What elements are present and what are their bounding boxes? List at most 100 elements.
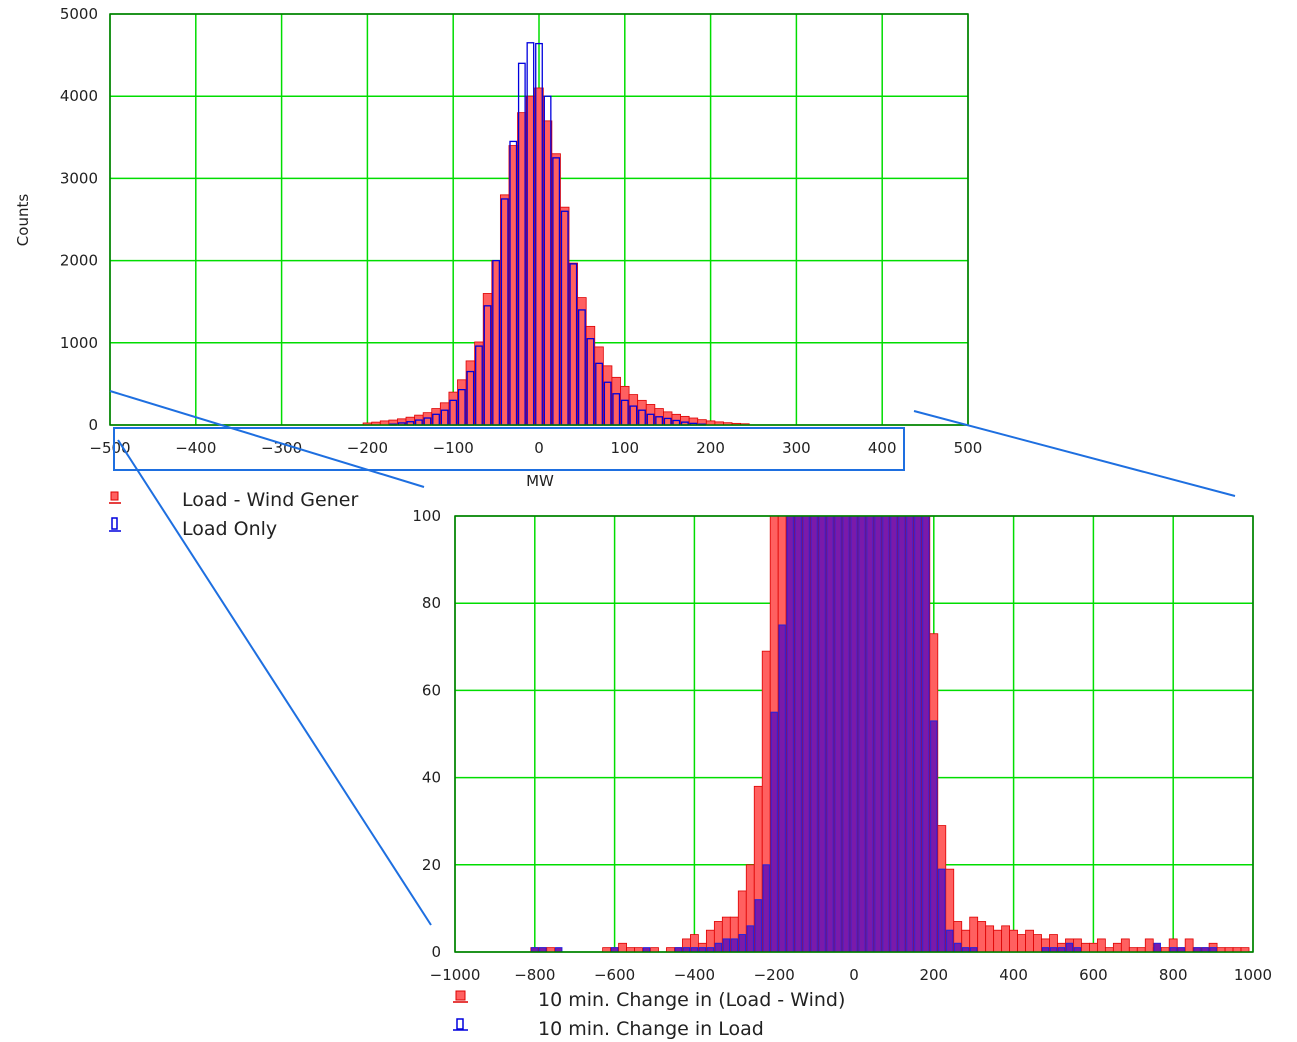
top-legend: Load - Wind Gener Load Only [109,489,358,540]
histogram-bar-series-1 [1033,934,1042,953]
histogram-bar-series-2 [898,515,906,953]
y-tick-label: 0 [431,943,441,961]
histogram-bar-series-2 [1153,942,1161,953]
x-tick-label: 300 [782,439,811,457]
legend-swatch-load-wind [109,491,121,504]
x-tick-label: −200 [754,966,795,984]
x-tick-label: 200 [919,966,948,984]
histogram-bar-series-2 [802,515,810,953]
histogram-bar-series-2 [794,515,802,953]
x-tick-label: 200 [696,439,725,457]
zoom-connector-left-top [109,390,425,488]
legend-swatch-change-load-wind [453,990,468,1003]
top-plot-frame [109,13,969,426]
histogram-bar-series-2 [1065,942,1074,953]
top-y-ticks: 0 1000 2000 3000 4000 5000 [60,5,98,434]
histogram-bar-series-1 [993,929,1003,953]
x-tick-label: −400 [674,966,715,984]
histogram-bar-series-1 [969,916,979,953]
zoom-connector-right [913,410,1236,497]
y-tick-label: 20 [422,856,441,874]
zoom-region-box [113,427,905,471]
y-tick-label: 4000 [60,87,98,105]
histogram-bar-series-1 [1184,938,1194,953]
histogram-bar-series-2 [738,934,746,953]
x-tick-label: −600 [594,966,635,984]
x-tick-label: 800 [1159,966,1188,984]
x-tick-label: −300 [261,439,302,457]
histogram-bar-series-1 [618,942,627,953]
histogram-bar-series-1 [1089,942,1098,953]
histogram-bar-series-1 [1025,929,1034,953]
y-tick-label: 0 [88,416,98,434]
y-tick-label: 1000 [60,334,98,352]
x-tick-label: −800 [514,966,555,984]
histogram-bar-series-2 [778,624,786,953]
x-tick-label: 100 [610,439,639,457]
bottom-bars [530,515,1250,953]
zoom-connector-left-bottom [117,439,432,926]
histogram-bar-series-2 [882,515,890,953]
histogram-bar-series-2 [786,515,794,953]
x-tick-label: −1000 [430,966,481,984]
y-tick-label: 60 [422,681,441,699]
histogram-bar-series-1 [985,925,995,953]
bottom-legend-label-1: 10 min. Change in (Load - Wind) [538,989,845,1011]
histogram-bar-series-2 [890,515,898,953]
histogram-bar-series-2 [762,864,770,953]
histogram-bar-series-2 [954,942,962,953]
histogram-bar-series-2 [714,942,723,953]
histogram-bar-series-2 [930,720,938,953]
histogram-bar-series-2 [722,938,731,953]
histogram-bar-series-2 [746,925,754,953]
top-x-axis-label: MW [526,472,554,490]
histogram-bar-series-1 [1001,925,1011,953]
legend-swatch-change-load [453,1018,468,1031]
histogram-bar-series-2 [810,515,818,953]
bottom-histogram: −1000 −800 −600 −400 −200 0 200 400 600 800 1000 0… [412,507,1272,1040]
y-tick-label: 40 [422,769,441,787]
histogram-bar-series-2 [914,515,922,953]
bottom-x-ticks: −1000 −800 −600 −400 −200 0 200 400 600 800 1000 [430,966,1272,984]
legend-swatch-load-only [109,517,121,532]
histogram-bar-series-1 [1096,938,1106,953]
x-tick-label: 400 [868,439,897,457]
histogram-bar-series-1 [1144,938,1154,953]
top-y-axis-label: Counts [14,194,32,247]
x-tick-label: −200 [347,439,388,457]
y-tick-label: 80 [422,594,441,612]
x-tick-label: 1000 [1234,966,1272,984]
top-bars [362,42,750,426]
x-tick-label: −100 [433,439,474,457]
histogram-bar-series-2 [922,515,930,953]
histogram-bar-series-1 [977,921,987,953]
top-histogram: −500 −400 −300 −200 −100 0 100 200 300 400 500 0 10… [14,5,982,540]
histogram-bar-series-2 [770,711,778,953]
zoom-annotation [109,390,1236,926]
x-tick-label: −400 [175,439,216,457]
x-tick-label: 0 [849,966,859,984]
histogram-bar-series-1 [1009,929,1018,953]
histogram-bar-series-2 [866,515,874,953]
x-tick-label: 0 [534,439,544,457]
x-tick-label: −500 [89,439,130,457]
histogram-bar-series-2 [818,515,826,953]
histogram-bar-series-2 [754,899,762,953]
histogram-bar-series-2 [850,515,858,953]
y-tick-label: 3000 [60,169,98,187]
histogram-bar-series-1 [1112,942,1122,953]
y-tick-label: 2000 [60,252,98,270]
top-legend-label-1: Load - Wind Gener [182,489,358,511]
top-legend-label-2: Load Only [182,518,277,540]
histogram-bar-series-2 [858,515,866,953]
bottom-legend: 10 min. Change in (Load - Wind) 10 min. … [453,989,845,1040]
bottom-y-ticks: 0 20 40 60 80 100 [412,507,441,961]
histogram-bar-series-2 [946,929,954,953]
x-tick-label: 400 [999,966,1028,984]
bottom-legend-label-2: 10 min. Change in Load [538,1018,764,1040]
histogram-bar-series-2 [938,868,946,953]
y-tick-label: 100 [412,507,441,525]
bottom-plot-frame [454,515,1254,953]
histogram-bar-series-2 [826,515,834,953]
